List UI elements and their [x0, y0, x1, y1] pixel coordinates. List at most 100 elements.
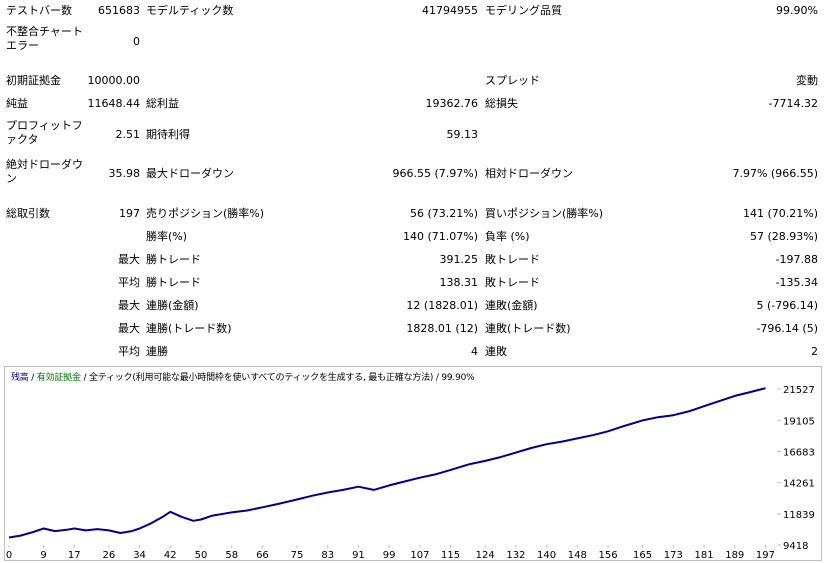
- absolute-drawdown-label: 絶対ドローダウン: [6, 158, 83, 185]
- gross-profit-value: 19362.76: [425, 97, 479, 110]
- win-rate-label: 勝率(%): [146, 230, 188, 243]
- consecutive-wins-money-label: 連勝(金額): [146, 299, 199, 312]
- consecutive-wins-count-label: 連勝(トレード数): [146, 322, 232, 335]
- absolute-drawdown-value: 35.98: [108, 167, 141, 180]
- spread-value: 変動: [796, 74, 818, 87]
- x-tick-label: 181: [694, 550, 713, 560]
- quality-value: 99.90%: [776, 4, 818, 17]
- max-consecutive-count-prefix: 最大: [118, 322, 140, 335]
- x-tick-label: 197: [756, 550, 775, 560]
- x-tick-label: 156: [598, 550, 617, 560]
- balance-series-line: [8, 387, 766, 539]
- x-tick-label: 124: [476, 550, 495, 560]
- max-consecutive-money-prefix: 最大: [118, 299, 140, 312]
- gross-loss-label: 総損失: [485, 97, 518, 110]
- y-tick-label: 11839: [783, 510, 815, 521]
- x-tick-label: 173: [664, 550, 683, 560]
- x-tick-label: 50: [195, 550, 208, 560]
- x-tick-label: 58: [225, 550, 238, 560]
- mismatch-label: 不整合チャートエラー: [6, 25, 83, 52]
- spread-label: スプレッド: [485, 74, 540, 87]
- average-consecutive-wins-value: 4: [471, 345, 478, 358]
- largest-win-value: 391.25: [439, 253, 479, 266]
- ticks-label: モデルティック数: [146, 4, 234, 17]
- x-tick-label: 132: [506, 550, 525, 560]
- bars-value: 651683: [98, 4, 140, 17]
- short-positions-value: 56 (73.21%): [409, 207, 478, 220]
- maximal-drawdown-value: 966.55 (7.97%): [392, 167, 478, 180]
- quality-label: モデリング品質: [485, 4, 562, 17]
- legend-quality: 99.90%: [441, 373, 475, 383]
- y-tick-label: 19105: [783, 416, 815, 427]
- y-tick-label: 21527: [783, 385, 815, 396]
- consecutive-losses-money-value: 5 (-796.14): [756, 299, 818, 312]
- win-rate-value: 140 (71.07%): [402, 230, 478, 243]
- profit-factor-value: 2.51: [115, 128, 141, 141]
- average-loss-value: -135.34: [775, 276, 818, 289]
- x-tick-label: 83: [321, 550, 334, 560]
- net-profit-value: 11648.44: [87, 97, 141, 110]
- consecutive-losses-count-value: -796.14 (5): [756, 322, 818, 335]
- mismatch-value: 0: [133, 35, 140, 48]
- average-loss-label: 敗トレード: [485, 276, 540, 289]
- y-tick-label: 9418: [783, 541, 808, 552]
- consecutive-losses-count-label: 連敗(トレード数): [485, 322, 571, 335]
- net-profit-label: 純益: [6, 97, 28, 110]
- x-tick-label: 148: [568, 550, 587, 560]
- average-win-label: 勝トレード: [146, 276, 201, 289]
- profit-factor-label: プロフィットファクタ: [6, 119, 83, 146]
- largest-win-label: 勝トレード: [146, 253, 201, 266]
- x-tick-label: 91: [352, 550, 365, 560]
- long-positions-label: 買いポジション(勝率%): [485, 207, 604, 220]
- deposit-label: 初期証拠金: [6, 74, 61, 87]
- consecutive-losses-money-label: 連敗(金額): [485, 299, 538, 312]
- average-consecutive-prefix: 平均: [118, 345, 140, 358]
- legend-equity: 有効証拠金: [36, 373, 81, 383]
- x-tick-label: 26: [102, 550, 115, 560]
- bars-label: テストバー数: [6, 4, 72, 17]
- loss-rate-value: 57 (28.93%): [749, 230, 818, 243]
- consecutive-wins-money-value: 12 (1828.01): [406, 299, 478, 312]
- deposit-value: 10000.00: [87, 74, 141, 87]
- legend-balance: 残高: [11, 373, 29, 383]
- x-tick-label: 34: [133, 550, 146, 560]
- average-consecutive-wins-label: 連勝: [146, 345, 168, 358]
- relative-drawdown-label: 相対ドローダウン: [485, 167, 573, 180]
- x-tick-label: 17: [68, 550, 81, 560]
- x-tick-label: 115: [441, 550, 460, 560]
- maximal-drawdown-label: 最大ドローダウン: [146, 167, 234, 180]
- legend-model: 全ティック(利用可能な最小時間枠を使いすべてのティックを生成する, 最も正確な方…: [88, 373, 434, 383]
- average-consecutive-losses-value: 2: [811, 345, 818, 358]
- balance-chart: 残高 / 有効証拠金 / 全ティック(利用可能な最小時間枠を使いすべてのティック…: [4, 366, 822, 561]
- largest-loss-value: -197.88: [775, 253, 818, 266]
- legend-separator: /: [433, 373, 442, 383]
- legend-separator: /: [80, 373, 89, 383]
- ticks-value: 41794955: [422, 4, 478, 17]
- total-trades-label: 総取引数: [6, 207, 50, 220]
- average-win-value: 138.31: [439, 276, 479, 289]
- x-tick-label: 75: [291, 550, 304, 560]
- expected-payoff-label: 期待利得: [146, 128, 190, 141]
- y-tick-label: 16683: [783, 447, 815, 458]
- x-tick-label: 42: [164, 550, 177, 560]
- largest-prefix: 最大: [118, 253, 140, 266]
- x-tick-label: 189: [725, 550, 744, 560]
- short-positions-label: 売りポジション(勝率%): [146, 207, 265, 220]
- chart-canvas: 0 9 17 26 34 42 50 58 66 75 83 91 99 107 115 124 132 140 1…: [6, 385, 815, 560]
- loss-rate-label: 負率 (%): [485, 230, 530, 243]
- gross-loss-value: -7714.32: [768, 97, 818, 110]
- average-consecutive-losses-label: 連敗: [485, 345, 507, 358]
- x-tick-label: 165: [633, 550, 652, 560]
- consecutive-wins-count-value: 1828.01 (12): [406, 322, 478, 335]
- x-tick-label: 99: [383, 550, 396, 560]
- x-tick-label: 0: [6, 550, 12, 560]
- average-prefix: 平均: [118, 276, 140, 289]
- x-tick-label: 9: [40, 550, 46, 560]
- chart-legend: 残高 / 有効証拠金 / 全ティック(利用可能な最小時間枠を使いすべてのティック…: [11, 370, 475, 383]
- y-tick-label: 14261: [783, 479, 815, 490]
- total-trades-value: 197: [119, 207, 140, 220]
- expected-payoff-value: 59.13: [446, 128, 479, 141]
- x-tick-label: 107: [410, 550, 429, 560]
- largest-loss-label: 敗トレード: [485, 253, 540, 266]
- legend-separator: /: [28, 373, 37, 383]
